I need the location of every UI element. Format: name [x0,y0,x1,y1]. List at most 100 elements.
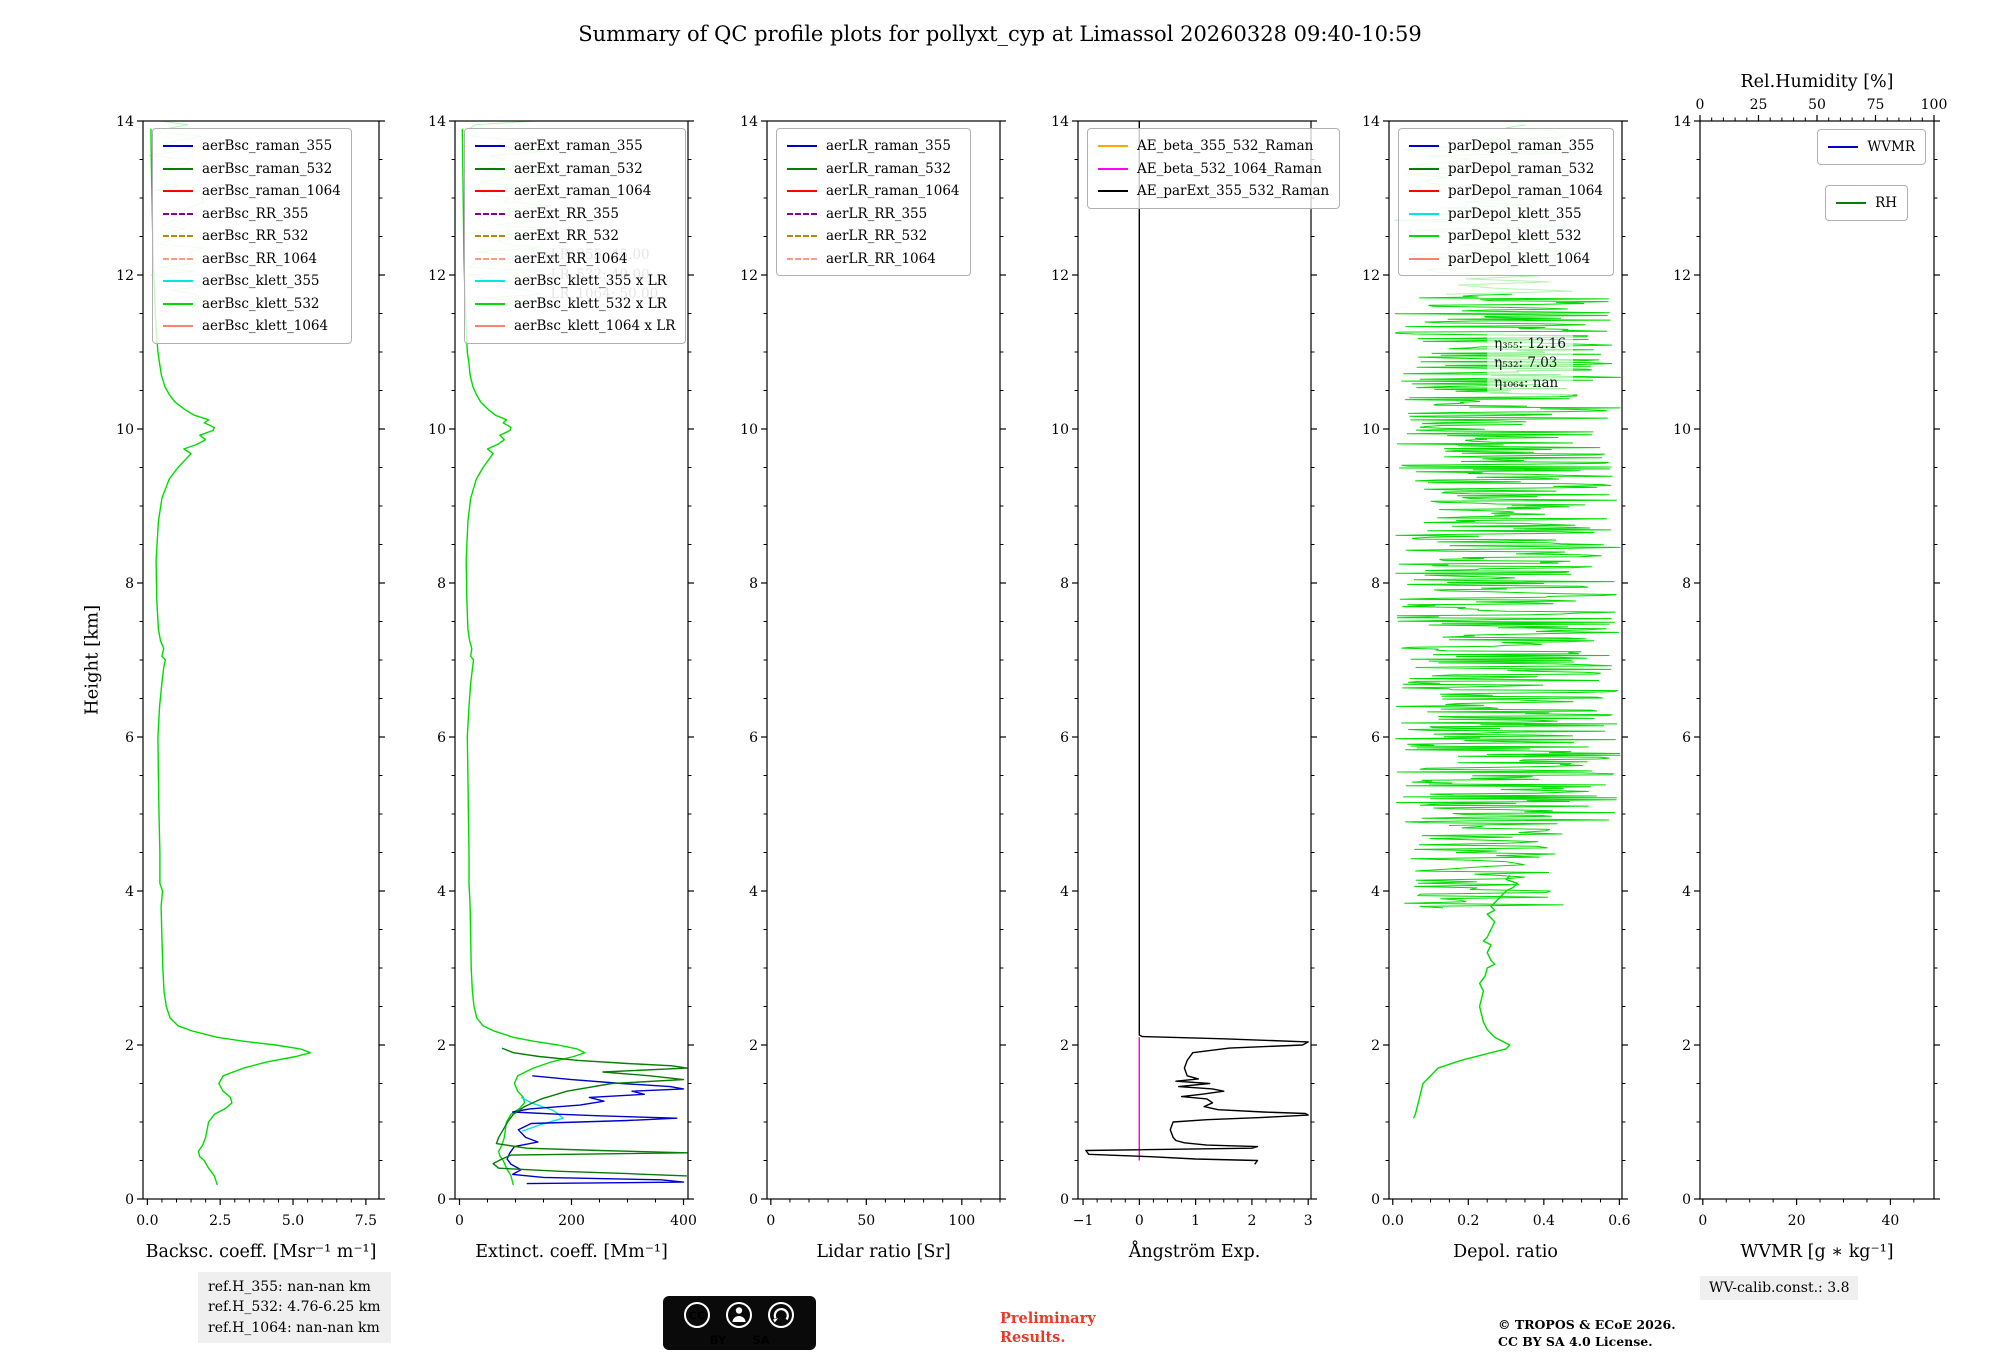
wv-calibration-note: WV-calib.const.: 3.8 [1700,1276,1859,1300]
legend-label: aerLR_RR_355 [826,205,928,222]
y-tick-label: 14 [116,114,134,130]
legend-line-swatch [1098,145,1128,148]
ref-height-532: ref.H_532: 4.76-6.25 km [208,1299,381,1316]
share-alike-arrowhead [773,1318,779,1323]
legend-label: aerBsc_klett_1064 x LR [514,318,676,335]
legend-line-swatch [1409,235,1439,238]
y-tick-label: 12 [1051,268,1069,284]
share-alike-icon [768,1302,794,1328]
y-tick-label: 4 [437,884,446,900]
legend-item: aerBsc_klett_532 [163,293,341,316]
legend-label: aerLR_raman_532 [826,160,951,177]
legend-line-swatch [1098,167,1128,170]
y-tick-label: 6 [749,730,758,746]
legend-line-swatch [163,302,193,305]
y-tick-label: 0 [749,1192,758,1208]
cc-by-sa-badge: CC BY SA [663,1296,816,1354]
copyright-line-2: CC BY SA 4.0 License. [1498,1334,1653,1350]
preliminary-line-2: Results. [1000,1328,1066,1346]
legend-label: aerLR_RR_532 [826,228,928,245]
plot-extinction: 0 2 4 6 8 10 12 14 0 200 400 Extinct. coeff. [Mm⁻¹]… [400,71,710,1294]
x-tick-label: 2 [1247,1213,1256,1229]
series-parDepol_klett_532 [1412,875,1519,1119]
top-tick-label: 75 [1867,97,1885,113]
person-icon-head [735,1307,743,1314]
y-tick-label: 8 [1060,576,1069,592]
legend-label: aerExt_RR_532 [514,228,619,245]
x-tick-label: 200 [558,1213,585,1229]
legend-label: parDepol_raman_1064 [1448,183,1603,200]
y-tick-label: 2 [1371,1038,1380,1054]
legend-item: WVMR [1828,136,1915,159]
legend-item: parDepol_klett_355 [1409,203,1603,226]
y-tick-label: 4 [1371,884,1380,900]
x-tick-label: 50 [857,1213,875,1229]
legend-label: aerBsc_klett_532 x LR [514,295,667,312]
legend-line-swatch [475,190,505,193]
top-tick-label: 25 [1750,97,1768,113]
legend-item: aerBsc_raman_1064 [163,180,341,203]
legend-line-swatch [1409,257,1439,260]
legend-line-swatch [475,302,505,305]
noise-band [1404,825,1564,909]
legend-label: aerExt_RR_1064 [514,250,628,267]
axes-frame [766,120,1001,1200]
y-tick-label: 2 [437,1038,446,1054]
legend-line-swatch [163,167,193,170]
plot-svg-wvmr: 0 2 4 6 8 10 12 14 0 20 40 0 25 50 75 100 Rel.Humidity [… [1673,72,1947,1262]
legend-line-swatch [787,190,817,193]
legend-item: aerLR_raman_532 [787,158,960,181]
legend-item: aerBsc_RR_1064 [163,248,341,271]
axes-frame [1699,120,1935,1200]
y-tick-label: 8 [437,576,446,592]
plot-svg-lidar-ratio: 0 2 4 6 8 10 12 14 0 50 100 Lidar ratio [Sr] [740,114,1006,1262]
copyright-line-1: © TROPOS & ECoE 2026. [1498,1317,1676,1332]
y-tick-label: 2 [1060,1038,1069,1054]
legend-label: aerLR_raman_1064 [826,183,960,200]
legend-item: aerBsc_raman_355 [163,135,341,158]
legend-item: aerBsc_klett_355 x LR [475,270,675,293]
x-tick-label: 400 [670,1213,697,1229]
plot-depol-ratio: 0 2 4 6 8 10 12 14 0.0 0.2 0.4 0.6 Depol. ratio η₃₅₅:… [1334,71,1644,1294]
preliminary-note: Preliminary Results. [1000,1310,1096,1348]
series-aerBsc_klett_532_x_LR [461,128,586,1186]
x-tick-label: 0 [766,1213,775,1229]
legend-line-swatch [475,280,505,283]
legend-label: parDepol_raman_532 [1448,160,1595,177]
y-tick-label: 0 [1682,1192,1691,1208]
legend-item: aerBsc_RR_355 [163,203,341,226]
legend-line-swatch [1409,167,1439,170]
reference-height-box: ref.H_355: nan-nan km ref.H_532: 4.76-6.… [198,1272,391,1343]
xlabel-depol-ratio: Depol. ratio [1453,1242,1558,1262]
legend-line-swatch [163,325,193,328]
legend-label: aerBsc_RR_532 [202,228,309,245]
legend-label: RH [1875,195,1897,212]
top-tick-label: 0 [1696,97,1705,113]
legend-label: aerBsc_raman_1064 [202,183,341,200]
legend-item: aerExt_raman_355 [475,135,675,158]
y-tick-label: 0 [437,1192,446,1208]
legend-line-swatch [163,190,193,193]
legend-item: aerExt_raman_1064 [475,180,675,203]
legend-label: aerBsc_klett_532 [202,295,320,312]
x-tick-label: 20 [1788,1213,1806,1229]
y-tick-label: 6 [1682,730,1691,746]
x-tick-label: 0 [455,1213,464,1229]
legend-label: aerLR_raman_355 [826,138,951,155]
legend-lidar-ratio: aerLR_raman_355 aerLR_raman_532 aerLR_rama… [776,128,971,276]
legend-label: aerBsc_klett_355 x LR [514,273,667,290]
series-aerBsc_klett_532 [150,128,312,1186]
x-tick-label: 0.0 [1382,1213,1404,1229]
y-tick-label: 8 [1371,576,1380,592]
person-icon [726,1302,752,1328]
ref-height-1064: ref.H_1064: nan-nan km [208,1319,380,1336]
top-tick-label: 50 [1808,97,1826,113]
x-tick-label: 5.0 [282,1213,304,1229]
legend-item: aerExt_RR_1064 [475,248,675,271]
legend-wvmr: RH [1825,185,1908,221]
y-tick-label: 2 [1682,1038,1691,1054]
legend-item: aerBsc_raman_532 [163,158,341,181]
legend-line-swatch [1098,190,1128,193]
legend-line-swatch [475,167,505,170]
